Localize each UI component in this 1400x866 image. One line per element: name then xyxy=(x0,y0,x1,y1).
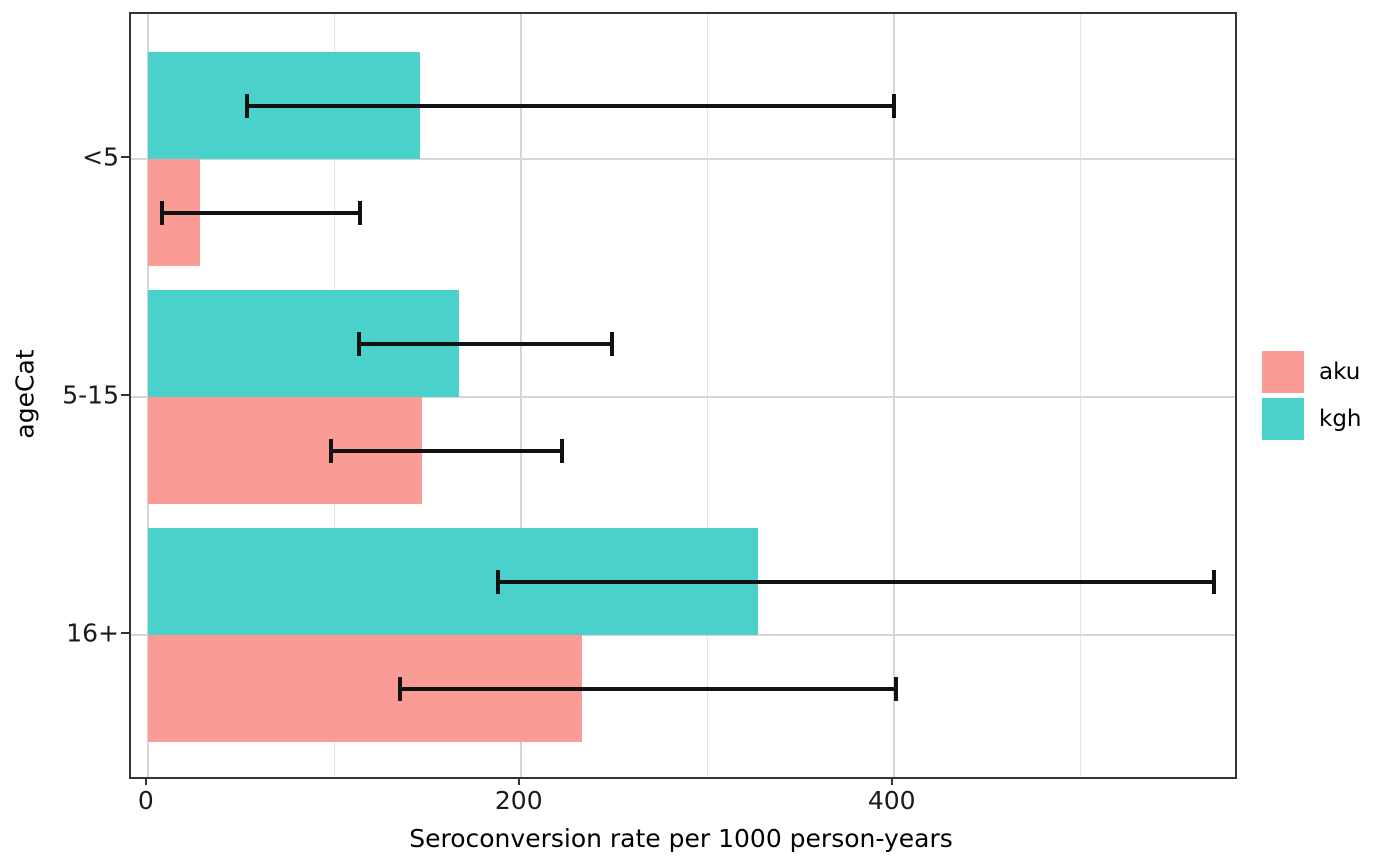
legend-label-kgh: kgh xyxy=(1319,406,1362,432)
errorbar-cap-high-aku-0 xyxy=(358,200,363,225)
plot-panel xyxy=(129,12,1237,779)
legend-swatch-aku xyxy=(1262,351,1304,393)
errorbar-cap-low-aku-2 xyxy=(397,676,402,701)
errorbar-cap-low-kgh-0 xyxy=(244,93,249,118)
errorbar-kgh-1 xyxy=(358,341,613,346)
errorbar-aku-2 xyxy=(399,686,896,691)
y-tick-mark xyxy=(121,394,129,396)
y-tick-label-0: <5 xyxy=(82,142,119,172)
x-tick-mark xyxy=(517,777,520,785)
x-tick-mark xyxy=(890,777,893,785)
x-tick-mark xyxy=(144,777,147,785)
gridline-minor xyxy=(1079,14,1081,777)
errorbar-cap-low-aku-1 xyxy=(328,438,333,463)
errorbar-cap-high-kgh-1 xyxy=(610,331,615,356)
y-tick-mark xyxy=(121,156,129,158)
errorbar-cap-high-aku-2 xyxy=(893,676,898,701)
legend-item-kgh: kgh xyxy=(1262,398,1362,440)
legend-item-aku: aku xyxy=(1262,351,1362,393)
gridline-major xyxy=(892,14,895,777)
y-tick-mark xyxy=(121,632,129,634)
x-tick-label: 200 xyxy=(494,786,543,815)
errorbar-cap-high-kgh-0 xyxy=(891,93,896,118)
legend-swatch-kgh xyxy=(1262,398,1304,440)
errorbar-kgh-2 xyxy=(498,579,1215,584)
gridline-minor xyxy=(706,14,708,777)
y-tick-label-2: 16+ xyxy=(66,618,119,648)
y-axis-title: ageCat xyxy=(10,349,40,439)
errorbar-cap-high-kgh-2 xyxy=(1212,569,1217,594)
errorbar-aku-1 xyxy=(330,448,562,453)
x-tick-label: 400 xyxy=(867,786,916,815)
errorbar-cap-low-kgh-1 xyxy=(356,331,361,356)
x-axis-title: Seroconversion rate per 1000 person-year… xyxy=(409,824,953,853)
legend-label-aku: aku xyxy=(1319,359,1361,385)
gridline-category xyxy=(131,634,1235,636)
gridline-major xyxy=(519,14,522,777)
x-tick-label: 0 xyxy=(137,786,154,815)
y-tick-label-1: 5-15 xyxy=(62,380,119,410)
errorbar-cap-low-aku-0 xyxy=(159,200,164,225)
errorbar-cap-high-aku-1 xyxy=(559,438,564,463)
errorbar-aku-0 xyxy=(161,210,361,215)
gridline-category xyxy=(131,396,1235,398)
errorbar-kgh-0 xyxy=(246,103,894,108)
errorbar-cap-low-kgh-2 xyxy=(496,569,501,594)
legend: aku kgh xyxy=(1262,351,1362,445)
gridline-category xyxy=(131,158,1235,160)
